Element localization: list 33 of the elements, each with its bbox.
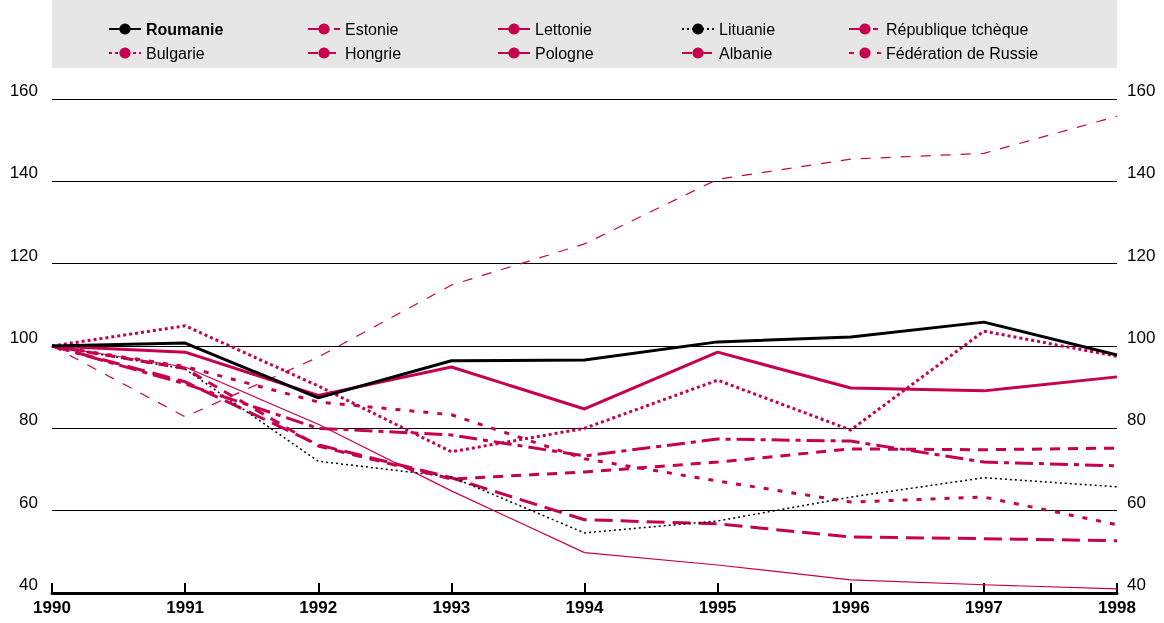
x-tick-label: 1991 [166, 598, 205, 617]
y-tick-label: 140 [9, 163, 38, 183]
x-tick-label: 1993 [432, 598, 471, 617]
x-tick-label: 1997 [964, 598, 1003, 617]
x-tick-label: 1990 [33, 598, 71, 617]
y-tick-label: 160 [9, 81, 38, 100]
legend-label: République tchèque [886, 20, 1029, 38]
x-tick-label: 1994 [565, 598, 604, 617]
x-tick-label: 1992 [299, 598, 338, 617]
y-tick-label: 60 [19, 492, 38, 512]
legend-label: Estonie [345, 20, 399, 38]
y-tick-label: 80 [19, 410, 38, 430]
y2-tick-label: 100 [1127, 328, 1156, 347]
legend-label: Fédération de Russie [886, 44, 1039, 62]
legend-label: Albanie [719, 44, 773, 62]
y2-tick-label: 160 [1127, 81, 1156, 100]
x-tick-label: 1998 [1098, 598, 1136, 617]
legend-label: Bulgarie [146, 44, 205, 62]
y2-tick-label: 60 [1127, 492, 1146, 512]
x-tick-label: 1995 [698, 598, 737, 617]
x-tick-label: 1996 [831, 598, 870, 617]
legend-label: Lettonie [535, 20, 593, 38]
legend-label: Roumanie [146, 20, 224, 38]
legend-label: Lituanie [719, 20, 776, 38]
y2-tick-label: 120 [1127, 245, 1156, 265]
legend-label: Pologne [535, 44, 594, 62]
y-tick-label: 120 [9, 245, 38, 265]
y2-tick-label: 40 [1127, 575, 1146, 594]
y-tick-label: 100 [9, 328, 38, 347]
y2-tick-label: 80 [1127, 410, 1146, 430]
legend-label: Hongrie [345, 44, 402, 62]
y-tick-label: 40 [19, 575, 38, 594]
y2-tick-label: 140 [1127, 163, 1156, 183]
